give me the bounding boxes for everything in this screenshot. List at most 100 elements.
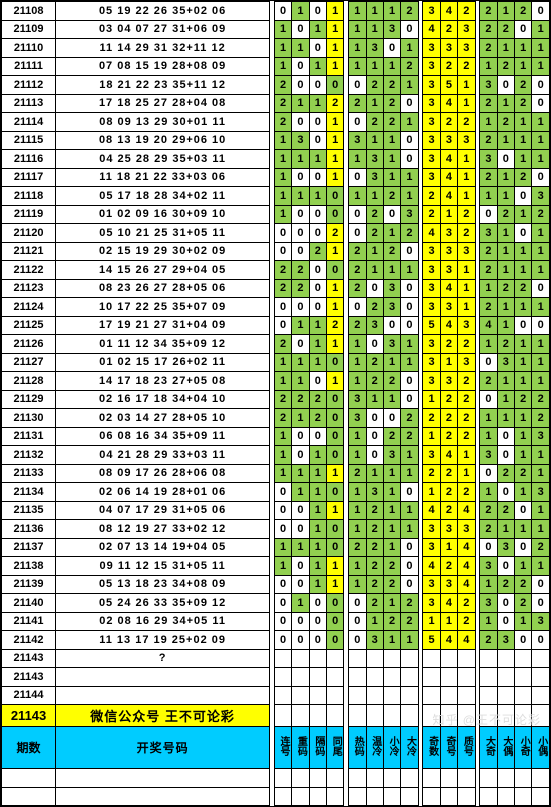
stat-cell: 1 bbox=[401, 113, 418, 132]
stat-cell: 0 bbox=[274, 298, 291, 317]
stat-cell: 1 bbox=[349, 483, 366, 502]
stat-cell: 0 bbox=[292, 335, 309, 354]
stat-cell: 0 bbox=[515, 316, 532, 335]
stat-cell: 1 bbox=[327, 279, 344, 298]
stat-cell: 1 bbox=[458, 279, 475, 298]
stat-cell: 2 bbox=[327, 316, 344, 335]
stat-cell: 1 bbox=[497, 261, 514, 280]
stat-cell: 3 bbox=[480, 594, 497, 613]
stat-cell: 0 bbox=[309, 2, 326, 21]
stat-cell: 0 bbox=[309, 261, 326, 280]
stat-cell: 2 bbox=[497, 279, 514, 298]
stat-cell: 1 bbox=[309, 57, 326, 76]
stat-cell: 0 bbox=[309, 76, 326, 95]
header-col: 热码 bbox=[349, 727, 366, 769]
stat-cell: 1 bbox=[497, 409, 514, 428]
stat-cell: 0 bbox=[292, 446, 309, 465]
header-col: 奇数 bbox=[423, 727, 440, 769]
stat-cell bbox=[292, 705, 309, 727]
stat-cell: 3 bbox=[366, 316, 383, 335]
stat-cell: 1 bbox=[274, 353, 291, 372]
stat-cell: 0 bbox=[515, 631, 532, 650]
stat-cell: 1 bbox=[383, 520, 400, 539]
stat-cell: 3 bbox=[423, 150, 440, 169]
stat-cell: 1 bbox=[497, 94, 514, 113]
stat-cell: 1 bbox=[515, 242, 532, 261]
stat-cell: 0 bbox=[480, 390, 497, 409]
stat-cell: 1 bbox=[497, 131, 514, 150]
stat-cell: 2 bbox=[497, 205, 514, 224]
stat-cell: 0 bbox=[292, 205, 309, 224]
stat-cell: 1 bbox=[401, 76, 418, 95]
period-cell: 21133 bbox=[2, 464, 56, 483]
stat-cell: 2 bbox=[274, 409, 291, 428]
stat-cell: 1 bbox=[480, 57, 497, 76]
stat-cell: 1 bbox=[515, 446, 532, 465]
stat-cell: 3 bbox=[401, 205, 418, 224]
stat-cell: 1 bbox=[349, 427, 366, 446]
stat-cell: 1 bbox=[383, 501, 400, 520]
stat-cell: 0 bbox=[349, 113, 366, 132]
stat-cell: 1 bbox=[532, 242, 550, 261]
stat-cell: 2 bbox=[274, 390, 291, 409]
stat-cell: 2 bbox=[423, 409, 440, 428]
stat-cell: 1 bbox=[480, 187, 497, 206]
stat-cell: 0 bbox=[515, 501, 532, 520]
stat-cell bbox=[480, 686, 497, 705]
stat-cell: 2 bbox=[349, 538, 366, 557]
stat-cell: 0 bbox=[497, 150, 514, 169]
stat-cell: 1 bbox=[349, 446, 366, 465]
numbers-cell: 04 07 17 29 31+05 06 bbox=[56, 501, 270, 520]
stat-cell bbox=[401, 705, 418, 727]
stat-cell: 1 bbox=[309, 464, 326, 483]
stat-cell: 2 bbox=[401, 57, 418, 76]
stat-cell bbox=[309, 668, 326, 687]
stat-cell: 1 bbox=[458, 150, 475, 169]
stat-cell: 0 bbox=[274, 2, 291, 21]
stat-cell: 2 bbox=[480, 298, 497, 317]
stat-cell: 1 bbox=[401, 168, 418, 187]
stat-cell: 1 bbox=[515, 353, 532, 372]
stat-cell: 3 bbox=[423, 353, 440, 372]
stat-cell: 1 bbox=[274, 427, 291, 446]
stat-cell: 1 bbox=[497, 242, 514, 261]
stat-cell: 0 bbox=[497, 594, 514, 613]
numbers-cell: 04 21 28 29 33+03 11 bbox=[56, 446, 270, 465]
numbers-cell: 08 23 26 27 28+05 06 bbox=[56, 279, 270, 298]
stat-cell: 4 bbox=[440, 446, 457, 465]
stat-cell: 3 bbox=[423, 2, 440, 21]
stat-cell: 0 bbox=[515, 187, 532, 206]
stat-cell: 3 bbox=[440, 261, 457, 280]
stat-cell: 0 bbox=[401, 316, 418, 335]
stat-cell: 0 bbox=[401, 242, 418, 261]
stat-cell: 2 bbox=[383, 427, 400, 446]
stat-cell: 2 bbox=[497, 501, 514, 520]
stat-cell: 2 bbox=[480, 631, 497, 650]
stat-cell: 2 bbox=[383, 557, 400, 576]
stat-cell: 3 bbox=[532, 427, 550, 446]
stat-cell: 2 bbox=[366, 594, 383, 613]
stat-cell: 0 bbox=[532, 316, 550, 335]
stat-cell: 0 bbox=[292, 575, 309, 594]
stat-cell: 3 bbox=[349, 409, 366, 428]
stat-cell: 2 bbox=[401, 612, 418, 631]
stat-cell: 2 bbox=[440, 427, 457, 446]
stat-cell: 0 bbox=[292, 557, 309, 576]
numbers-cell: 09 11 12 15 31+05 11 bbox=[56, 557, 270, 576]
stat-cell: 0 bbox=[309, 131, 326, 150]
stat-cell: 0 bbox=[349, 205, 366, 224]
stat-cell: 0 bbox=[327, 390, 344, 409]
stat-cell: 0 bbox=[515, 224, 532, 243]
stat-cell: 3 bbox=[423, 372, 440, 391]
stat-cell: 4 bbox=[440, 150, 457, 169]
period-cell: 21135 bbox=[2, 501, 56, 520]
stat-cell: 1 bbox=[458, 446, 475, 465]
numbers-cell: 02 07 13 14 19+04 05 bbox=[56, 538, 270, 557]
stat-cell: 1 bbox=[309, 150, 326, 169]
stat-cell: 1 bbox=[423, 483, 440, 502]
numbers-cell: 04 25 28 29 35+03 11 bbox=[56, 150, 270, 169]
numbers-cell: 06 08 16 34 35+09 11 bbox=[56, 427, 270, 446]
stat-cell: 0 bbox=[327, 446, 344, 465]
period-cell: 21115 bbox=[2, 131, 56, 150]
stat-cell: 1 bbox=[366, 2, 383, 21]
